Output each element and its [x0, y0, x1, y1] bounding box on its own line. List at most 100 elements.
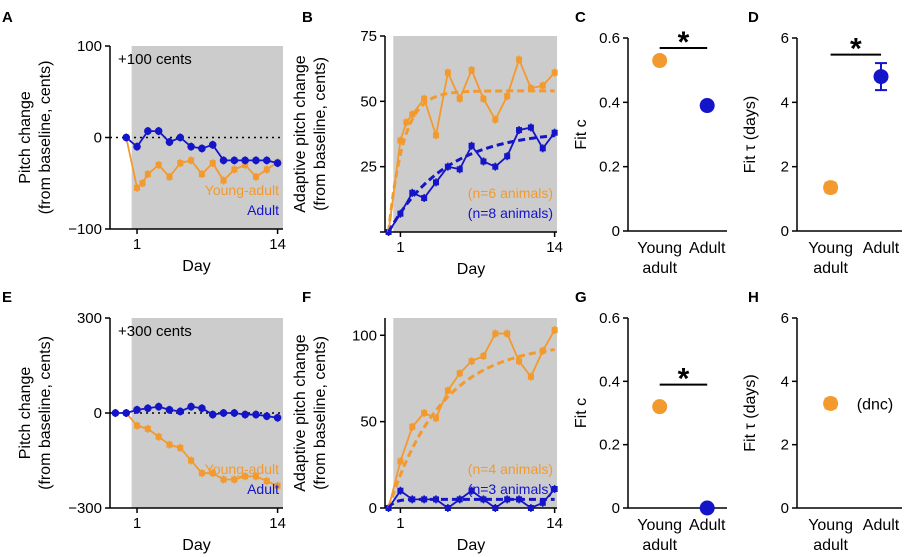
data-point — [176, 133, 185, 142]
data-point — [456, 370, 463, 377]
data-point — [823, 180, 839, 196]
data-point — [231, 166, 238, 173]
x-tick-label: 1 — [396, 239, 404, 256]
legend-entry: Young-adult — [205, 461, 279, 477]
x-tick-label: 1 — [133, 515, 141, 532]
category-label: Adult — [863, 517, 900, 534]
data-point — [456, 496, 463, 503]
data-point — [444, 505, 451, 511]
data-point — [219, 409, 228, 417]
x-tick-label: 14 — [546, 515, 563, 532]
data-point — [468, 142, 475, 149]
y-axis-label: Adaptive pitch change — [292, 334, 309, 492]
category-label: adult — [642, 537, 677, 554]
fit-line-2 — [387, 348, 555, 509]
panel-c: 0 0.2 0.4 0.6 Fit c Young adult Adult * — [573, 26, 727, 277]
data-point — [230, 409, 239, 417]
data-point — [134, 422, 141, 429]
data-point — [231, 476, 238, 483]
data-point — [444, 387, 451, 394]
data-point — [551, 486, 558, 492]
data-point — [480, 95, 487, 102]
data-point — [456, 95, 463, 102]
y-tick-label: 4 — [781, 373, 789, 390]
data-point — [504, 153, 511, 160]
x-axis-label: Day — [457, 261, 485, 278]
data-point — [177, 160, 184, 167]
y-tick-label: 6 — [781, 310, 789, 327]
data-point — [527, 124, 534, 131]
data-point — [241, 156, 249, 165]
category-label: Young — [637, 240, 682, 257]
data-point — [699, 500, 715, 516]
legend-entry: (n=3 animals) — [468, 481, 553, 497]
data-point — [208, 410, 217, 419]
panel-letter-c: C — [575, 9, 586, 26]
data-point — [122, 409, 131, 417]
category-label: Adult — [863, 240, 900, 257]
y-tick-label: 2 — [781, 159, 789, 176]
y-tick-label: 0.6 — [599, 310, 620, 327]
data-point — [492, 116, 499, 123]
y-tick-label: 0 — [781, 500, 789, 517]
data-point — [242, 161, 249, 168]
legend-entry: Adult — [247, 202, 279, 218]
significance-star: * — [678, 363, 690, 396]
category-label: adult — [813, 260, 848, 277]
data-point — [155, 161, 162, 168]
panel-g: 0 0.2 0.4 0.6 Fit c Young adult Adult * — [573, 310, 727, 554]
panel-a: 100 0 −100 1 14 Day Pitch change (from baseline… — [17, 38, 286, 275]
data-point — [252, 410, 260, 419]
data-point — [468, 487, 475, 494]
y-tick-label: 4 — [781, 94, 789, 111]
data-point — [433, 179, 440, 186]
data-point — [144, 171, 151, 178]
legend-entry: (n=6 animals) — [468, 185, 553, 201]
data-point — [252, 173, 259, 180]
data-point — [273, 159, 282, 167]
data-point — [539, 82, 546, 89]
y-axis-label: Fit τ (days) — [742, 96, 759, 173]
data-point — [873, 69, 889, 85]
category-label: Young — [637, 517, 682, 534]
shaded-region — [393, 318, 557, 508]
panel-d: 0 2 4 6 Fit τ (days) Young adult Adult * — [742, 30, 902, 277]
data-point — [144, 404, 152, 413]
data-point — [468, 358, 475, 365]
data-point — [421, 95, 428, 102]
y-tick-label: −300 — [68, 500, 102, 517]
y-axis-label: Adaptive pitch change — [292, 55, 309, 213]
data-point — [209, 160, 216, 167]
data-point — [516, 56, 523, 63]
x-axis-label: Day — [182, 537, 210, 554]
data-point — [220, 476, 227, 483]
panel-e: 300 0 −300 1 14 Day Pitch change (from baseline… — [17, 310, 286, 554]
data-point — [456, 166, 463, 173]
data-point — [111, 409, 120, 417]
y-axis-label: (from baseline, cents) — [312, 336, 329, 490]
data-point — [133, 406, 141, 414]
y-tick-label: 2 — [781, 437, 789, 454]
data-point — [165, 138, 174, 146]
y-tick-label: 0.6 — [599, 30, 620, 47]
y-tick-label: 0 — [612, 223, 620, 240]
y-tick-label: 25 — [360, 159, 377, 176]
data-point — [527, 505, 534, 511]
data-point — [220, 177, 227, 184]
data-point — [516, 127, 523, 134]
panel-letter-b: B — [302, 9, 313, 26]
legend-entry: Adult — [247, 481, 279, 497]
data-point — [409, 189, 416, 196]
data-point — [188, 457, 195, 464]
data-point — [242, 473, 249, 480]
data-point — [652, 399, 668, 415]
x-axis-label: Day — [457, 537, 485, 554]
category-label: Adult — [689, 240, 726, 257]
data-point — [539, 145, 546, 152]
category-label: Young — [808, 240, 853, 257]
data-point — [652, 53, 668, 69]
data-point — [504, 93, 511, 100]
y-tick-label: 0.4 — [599, 94, 620, 111]
data-point — [551, 129, 558, 136]
data-point — [397, 210, 404, 217]
